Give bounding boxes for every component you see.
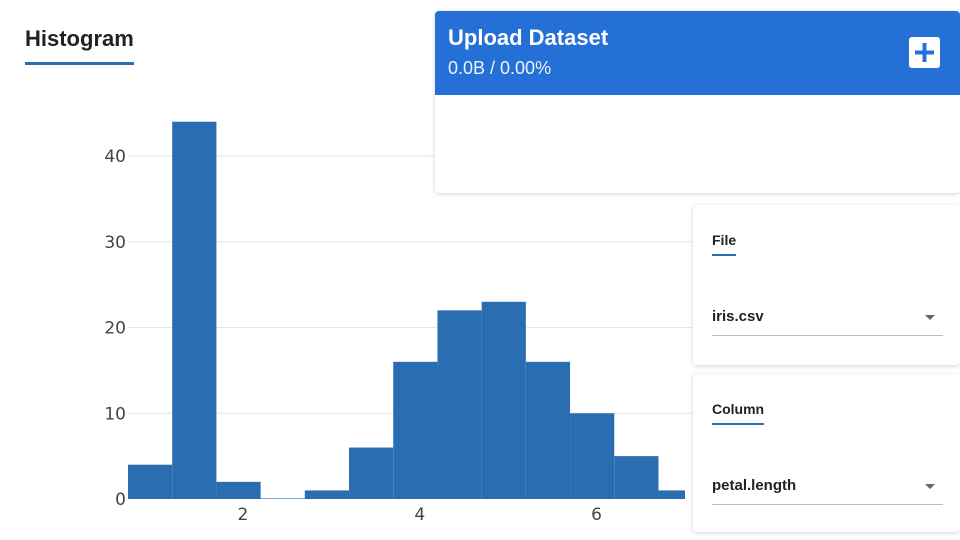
histogram-bar[interactable]: [128, 464, 173, 499]
add-dataset-button[interactable]: [909, 37, 940, 68]
column-panel: Column petal.length: [693, 374, 960, 532]
histogram-bar[interactable]: [216, 481, 261, 499]
y-tick-label: 40: [104, 147, 126, 167]
histogram-bar[interactable]: [304, 490, 350, 499]
y-tick-label: 10: [104, 404, 126, 424]
y-tick-label: 0: [115, 490, 126, 510]
histogram-bar[interactable]: [260, 498, 305, 499]
tick-labels: 0 10 20 30 40 2 4 6: [104, 147, 602, 525]
histogram-bar[interactable]: [481, 301, 526, 499]
x-tick-label: 6: [591, 505, 602, 525]
y-tick-label: 30: [104, 233, 126, 253]
histogram-bar[interactable]: [393, 361, 438, 499]
histogram-bar[interactable]: [570, 413, 615, 499]
histogram-bar[interactable]: [349, 447, 394, 499]
file-panel: File iris.csv: [693, 205, 960, 365]
file-select[interactable]: iris.csv: [712, 301, 943, 336]
plus-icon: [915, 43, 934, 62]
upload-header: Upload Dataset 0.0B / 0.00%: [435, 11, 960, 95]
upload-dataset-card: Upload Dataset 0.0B / 0.00%: [435, 11, 960, 193]
histogram-bar[interactable]: [437, 310, 482, 499]
y-tick-label: 20: [104, 319, 126, 339]
column-select[interactable]: petal.length: [712, 470, 943, 505]
histogram-bar[interactable]: [658, 490, 685, 499]
histogram-bar[interactable]: [614, 456, 659, 499]
histogram-title: Histogram: [25, 26, 134, 65]
upload-title: Upload Dataset: [448, 25, 609, 50]
upload-progress-text: 0.0B / 0.00%: [448, 58, 552, 78]
x-tick-label: 2: [238, 505, 249, 525]
chevron-down-icon: [925, 315, 935, 320]
histogram-bar[interactable]: [172, 121, 217, 500]
x-tick-label: 4: [414, 505, 425, 525]
chevron-down-icon: [925, 484, 935, 489]
file-select-value: iris.csv: [712, 308, 764, 325]
histogram-bar[interactable]: [525, 361, 571, 499]
file-label: File: [712, 232, 737, 256]
column-select-value: petal.length: [712, 477, 797, 494]
column-label: Column: [712, 401, 765, 425]
histogram-bars: [128, 121, 685, 500]
